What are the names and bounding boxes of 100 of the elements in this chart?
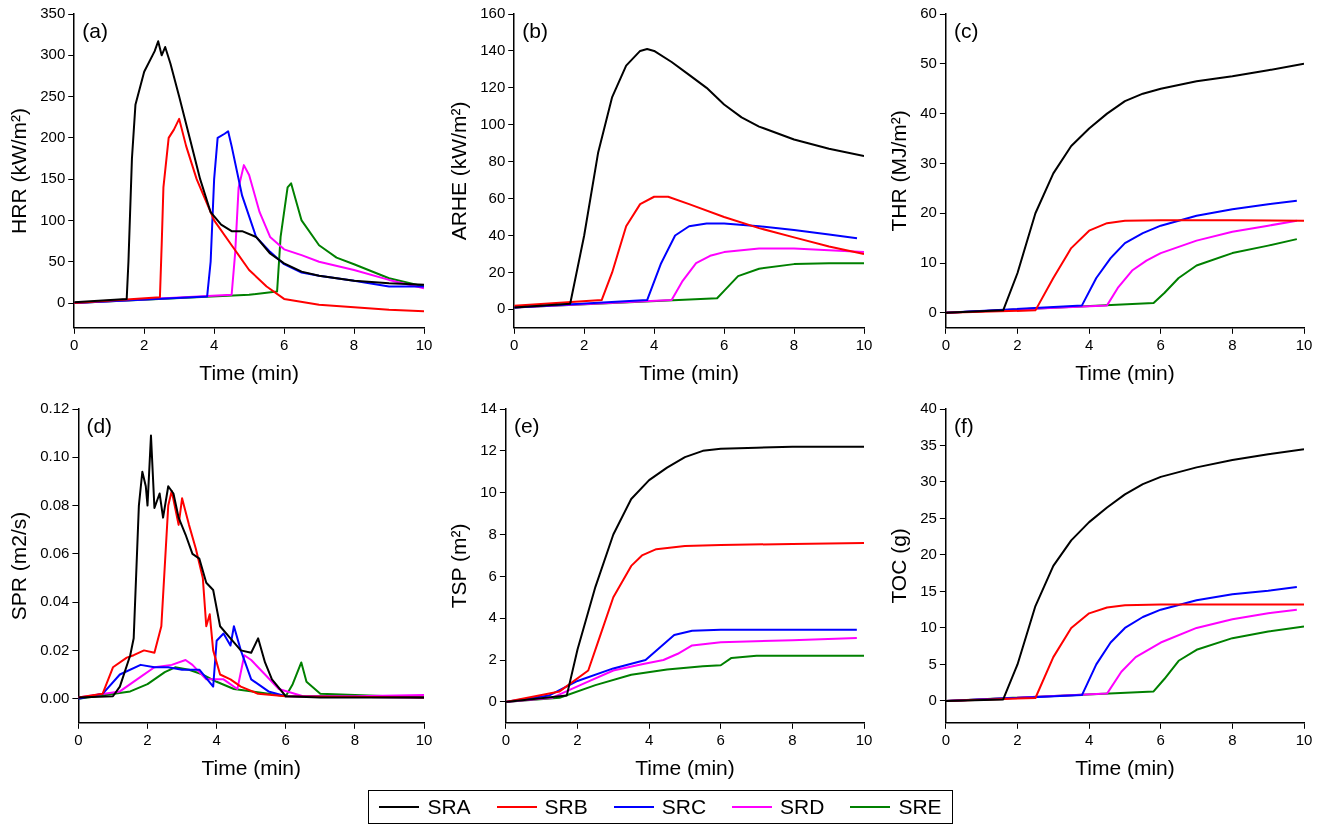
x-axis-title: Time (min) [199, 361, 299, 385]
x-tick-label: 6 [1156, 730, 1165, 748]
x-tick-label: 2 [143, 730, 152, 748]
y-tick-label: 40 [920, 103, 937, 121]
x-tick-label: 8 [789, 335, 799, 353]
annotation: (c) [953, 19, 979, 43]
legend-label: SRB [544, 795, 588, 819]
y-axis-title: HRR (kW/m²) [7, 107, 31, 234]
y-tick-label: 40 [920, 399, 937, 417]
x-tick-label: 2 [1013, 730, 1022, 748]
y-tick-label: 140 [480, 41, 506, 59]
x-axis-title: Time (min) [1075, 756, 1175, 780]
annotation: (a) [82, 19, 108, 43]
y-tick-label: 0.02 [40, 640, 70, 658]
legend-label: SRA [427, 795, 471, 819]
y-tick-label: 0.06 [40, 543, 70, 561]
y-tick-label: 30 [920, 472, 937, 490]
y-tick-label: 20 [920, 545, 937, 563]
annotation: (f) [953, 414, 974, 438]
y-tick-label: 2 [488, 650, 497, 668]
y-tick-label: 0.04 [40, 592, 70, 610]
y-tick-label: 0 [496, 299, 506, 317]
legend-label: SRC [661, 795, 707, 819]
annotation: (b) [522, 19, 548, 43]
x-tick-label: 0 [510, 335, 519, 353]
y-tick-label: 10 [480, 482, 497, 500]
y-axis-title: ARHE (kW/m²) [447, 101, 471, 241]
x-axis-title: Time (min) [201, 756, 301, 780]
y-tick-label: 8 [488, 524, 497, 542]
y-tick-label: 0 [488, 692, 497, 710]
x-tick-label: 8 [1228, 335, 1237, 353]
x-tick-label: 6 [279, 335, 289, 353]
x-tick-label: 4 [644, 730, 654, 748]
y-tick-label: 250 [40, 86, 66, 104]
y-tick-label: 15 [920, 581, 937, 599]
x-tick-label: 10 [415, 335, 433, 353]
x-axis-title: Time (min) [639, 361, 739, 385]
y-tick-label: 35 [920, 435, 937, 453]
x-tick-label: 10 [1295, 335, 1313, 353]
y-tick-label: 0 [56, 293, 66, 311]
y-tick-label: 20 [488, 262, 506, 280]
x-axis-title: Time (min) [635, 756, 735, 780]
y-tick-label: 80 [488, 151, 506, 169]
x-tick-label: 4 [649, 335, 659, 353]
y-axis-title: THR (MJ/m²) [887, 110, 911, 232]
x-tick-label: 10 [1295, 730, 1313, 748]
y-tick-label: 25 [920, 508, 937, 526]
y-tick-label: 0.12 [40, 399, 70, 417]
y-tick-label: 100 [40, 210, 66, 228]
x-tick-label: 2 [1013, 335, 1022, 353]
y-tick-label: 60 [920, 4, 937, 22]
y-tick-label: 14 [480, 399, 497, 417]
y-tick-label: 0.00 [40, 688, 70, 706]
y-tick-label: 150 [40, 169, 66, 187]
y-tick-label: 0 [928, 691, 937, 709]
y-tick-label: 12 [480, 440, 497, 458]
x-tick-label: 0 [74, 730, 83, 748]
x-tick-label: 2 [580, 335, 589, 353]
x-tick-label: 4 [1084, 730, 1094, 748]
annotation: (e) [513, 414, 540, 438]
y-tick-label: 30 [920, 153, 937, 171]
y-tick-label: 50 [920, 53, 937, 71]
x-tick-label: 10 [415, 730, 433, 748]
y-tick-label: 200 [40, 128, 66, 146]
x-tick-label: 2 [140, 335, 149, 353]
y-tick-label: 300 [40, 45, 66, 63]
x-tick-label: 0 [941, 335, 951, 353]
x-tick-label: 6 [719, 335, 729, 353]
y-tick-label: 160 [480, 4, 506, 22]
x-tick-label: 0 [941, 730, 951, 748]
y-tick-label: 0.10 [40, 447, 70, 465]
y-tick-label: 50 [48, 251, 66, 269]
x-tick-label: 8 [350, 730, 360, 748]
x-tick-label: 8 [788, 730, 797, 748]
y-tick-label: 0.08 [40, 495, 70, 513]
y-axis-title: TOC (g) [887, 528, 911, 604]
y-tick-label: 5 [928, 654, 937, 672]
x-axis-title: Time (min) [1075, 361, 1175, 385]
x-tick-label: 6 [716, 730, 725, 748]
legend-label: SRD [780, 795, 825, 819]
x-tick-label: 4 [1084, 335, 1094, 353]
y-tick-label: 10 [920, 253, 937, 271]
y-tick-label: 350 [40, 4, 66, 22]
x-tick-label: 6 [281, 730, 290, 748]
x-tick-label: 4 [212, 730, 221, 748]
x-tick-label: 2 [573, 730, 582, 748]
y-tick-label: 0 [928, 303, 937, 320]
y-tick-label: 10 [920, 618, 937, 636]
legend-label: SRE [898, 795, 942, 819]
x-tick-label: 10 [855, 730, 873, 748]
y-axis-title: TSP (m²) [447, 523, 471, 609]
x-tick-label: 10 [855, 335, 873, 353]
y-tick-label: 6 [488, 566, 497, 584]
x-tick-label: 4 [209, 335, 219, 353]
annotation: (d) [86, 414, 113, 438]
y-tick-label: 40 [488, 225, 506, 243]
y-tick-label: 100 [480, 114, 506, 132]
y-tick-label: 60 [488, 188, 506, 206]
y-tick-label: 120 [480, 77, 506, 95]
y-tick-label: 4 [488, 608, 497, 626]
